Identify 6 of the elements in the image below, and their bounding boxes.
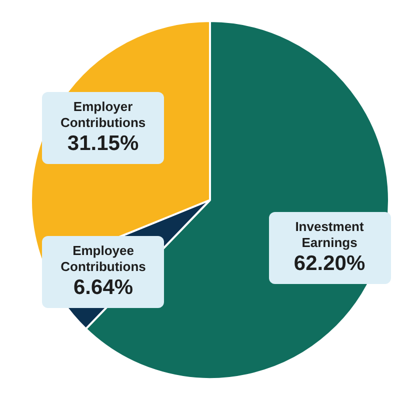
slice-label: Employee Contributions [60, 243, 147, 276]
data-label: 6.64% [72, 275, 134, 302]
data-label: 31.15% [66, 131, 140, 158]
slice-label: Employer Contributions [59, 99, 147, 132]
data-label: 62.20% [292, 251, 366, 278]
slice-label: Investment Earnings [294, 219, 365, 252]
